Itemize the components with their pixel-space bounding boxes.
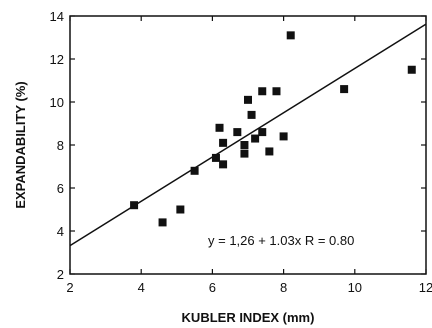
data-point — [340, 85, 349, 94]
data-point — [190, 166, 199, 175]
data-point — [219, 160, 228, 169]
y-tick-label: 10 — [50, 95, 64, 110]
data-point — [265, 147, 274, 156]
y-tick-label: 12 — [50, 52, 64, 67]
x-tick-label: 12 — [419, 280, 432, 295]
x-tick-label: 10 — [348, 280, 362, 295]
data-point — [158, 218, 167, 227]
data-point — [272, 87, 281, 96]
data-point — [258, 128, 267, 137]
y-tick-label: 6 — [57, 181, 64, 196]
y-tick-label: 14 — [50, 9, 64, 24]
data-point — [240, 141, 249, 149]
data-point — [211, 153, 220, 162]
data-point — [251, 134, 260, 143]
y-axis-title: EXPANDABILITY (%) — [13, 81, 28, 208]
data-point — [130, 201, 139, 210]
data-point — [176, 205, 185, 214]
x-axis-title: KUBLER INDEX (mm) — [182, 310, 315, 325]
x-tick-label: 4 — [138, 280, 145, 295]
data-point — [233, 128, 242, 137]
regression-line — [69, 23, 427, 247]
fit-annotation: y = 1,26 + 1.03x R = 0.80 — [208, 233, 354, 248]
data-point — [247, 110, 256, 119]
y-tick-label: 8 — [57, 138, 64, 153]
data-point — [258, 87, 267, 96]
data-point — [240, 149, 249, 158]
tick-labels: 2 4 6 8 10 12 2 4 6 8 10 12 14 — [50, 9, 432, 295]
y-tick-label: 2 — [57, 267, 64, 282]
data-point — [215, 123, 224, 132]
x-tick-label: 2 — [66, 280, 73, 295]
data-point — [286, 31, 295, 40]
data-point — [244, 95, 252, 104]
y-tick-label: 4 — [57, 224, 64, 239]
x-tick-label: 6 — [209, 280, 216, 295]
axis-ticks — [69, 15, 427, 275]
x-tick-label: 8 — [280, 280, 287, 295]
data-point — [279, 132, 288, 141]
data-point — [407, 65, 416, 74]
data-points — [130, 31, 416, 227]
data-point — [219, 138, 228, 147]
